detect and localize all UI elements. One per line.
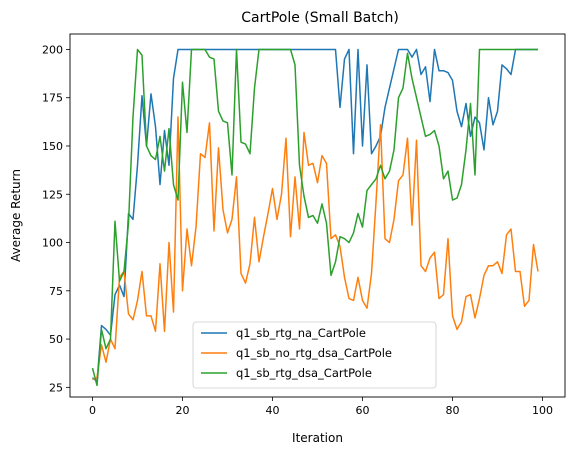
legend-label-3: q1_sb_rtg_dsa_CartPole	[236, 366, 372, 380]
axes-frame	[69, 33, 566, 398]
y-axis-label: Average Return	[9, 169, 23, 262]
x-tick-label: 20	[176, 404, 190, 417]
x-tick-label: 0	[89, 404, 96, 417]
legend-label-2: q1_sb_no_rtg_dsa_CartPole	[236, 346, 392, 360]
legend: q1_sb_rtg_na_CartPole q1_sb_no_rtg_dsa_Ca…	[192, 321, 437, 389]
x-axis-label: Iteration	[292, 431, 343, 445]
y-tick-label: 25	[49, 381, 63, 394]
x-tick-label: 100	[532, 404, 553, 417]
x-tick-label: 60	[356, 404, 370, 417]
plot-area	[69, 33, 566, 398]
chart-title: CartPole (Small Batch)	[241, 10, 399, 26]
legend-label-1: q1_sb_rtg_na_CartPole	[236, 326, 366, 340]
legend-box	[192, 321, 437, 389]
y-tick-label: 175	[42, 92, 63, 105]
y-axis-ticks: 25 50 75 100 125 150 175 200	[42, 43, 70, 394]
y-tick-label: 50	[49, 333, 63, 346]
y-tick-label: 200	[42, 43, 63, 56]
x-axis-ticks: 0 20 40 60 80 100	[89, 397, 553, 417]
series-line-3	[91, 48, 538, 387]
y-tick-label: 75	[49, 285, 63, 298]
x-tick-label: 80	[446, 404, 460, 417]
series-line-2	[92, 116, 539, 381]
series-lines	[91, 48, 539, 387]
x-tick-label: 40	[266, 404, 280, 417]
y-tick-label: 150	[42, 140, 63, 153]
y-tick-label: 125	[42, 188, 63, 201]
y-tick-label: 100	[42, 237, 63, 250]
